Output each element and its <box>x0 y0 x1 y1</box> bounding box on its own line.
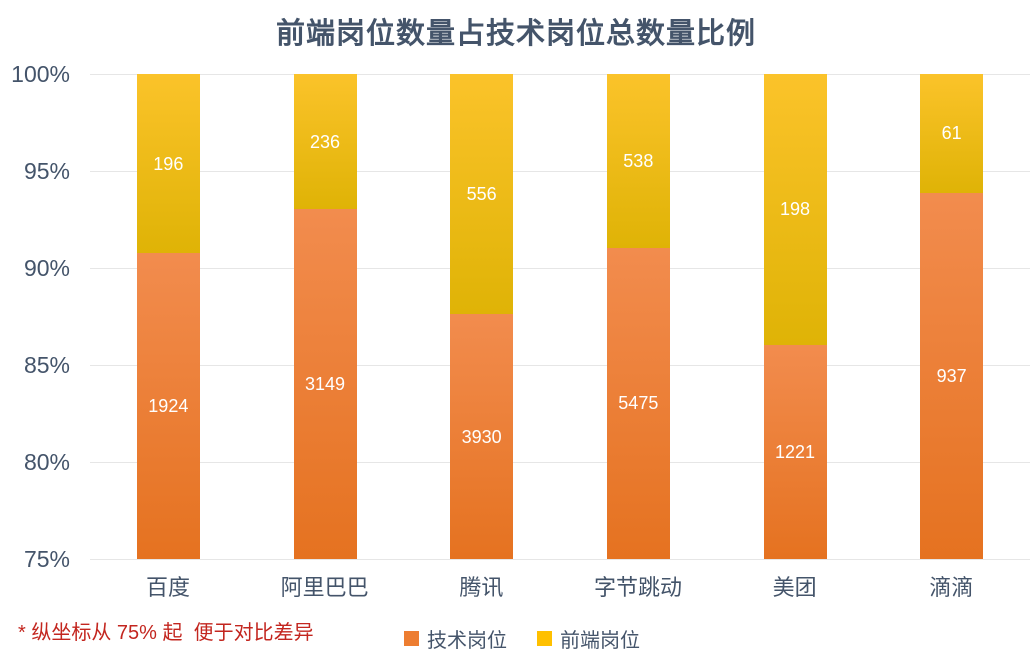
legend-color-swatch <box>537 631 552 646</box>
y-axis-label: 85% <box>23 352 70 378</box>
x-axis-label: 美团 <box>772 575 817 600</box>
legend-item: 技术岗位 <box>404 624 507 653</box>
legend-item: 前端岗位 <box>537 624 640 653</box>
legend: 技术岗位 前端岗位 <box>404 624 640 653</box>
value-label-tech: 3149 <box>304 374 346 395</box>
gridline <box>90 267 1030 269</box>
value-label-tech: 937 <box>936 365 967 386</box>
gridline <box>90 364 1030 366</box>
y-axis-label: 90% <box>23 255 70 281</box>
bar-segment-frontend: 198 <box>763 74 827 345</box>
bar-segment-tech: 937 <box>920 192 984 559</box>
value-label-frontend: 196 <box>153 153 184 174</box>
bar-segment-tech: 1924 <box>136 253 200 559</box>
y-axis-label: 80% <box>23 449 70 475</box>
bar-segment-frontend: 538 <box>606 74 670 248</box>
y-axis-label: 100% <box>11 61 70 87</box>
legend-label: 前端岗位 <box>560 630 640 652</box>
bar-group: 538 5475 <box>606 74 670 559</box>
y-axis-label: 95% <box>23 158 70 184</box>
bar-segment-tech: 3930 <box>450 314 514 559</box>
value-label-frontend: 556 <box>466 184 497 205</box>
gridline <box>90 558 1030 560</box>
x-axis-label: 字节跳动 <box>593 575 682 600</box>
x-axis-label: 滴滴 <box>929 575 974 600</box>
bar-group: 236 3149 <box>293 74 357 559</box>
bar-group: 198 1221 <box>763 74 827 559</box>
value-label-tech: 1924 <box>148 396 189 417</box>
value-label-frontend: 61 <box>941 123 962 144</box>
value-label-frontend: 236 <box>309 131 341 152</box>
gridline <box>90 170 1030 172</box>
plot-area: 196 1924 236 3149 556 3930 538 5475 198 1221 61 937 <box>90 73 1030 560</box>
legend-label: 技术岗位 <box>427 630 507 652</box>
x-axis-label: 腾讯 <box>459 575 504 600</box>
bar-group: 556 3930 <box>450 74 514 559</box>
bar-group: 61 937 <box>920 74 984 559</box>
value-label-tech: 5475 <box>618 393 659 414</box>
value-label-frontend: 538 <box>623 150 654 171</box>
bar-segment-frontend: 236 <box>293 74 357 210</box>
gridline <box>90 461 1030 463</box>
y-axis-label: 75% <box>23 546 70 572</box>
legend-color-swatch <box>404 631 419 646</box>
bar-segment-frontend: 61 <box>920 74 984 193</box>
bar-group: 196 1924 <box>136 74 200 559</box>
x-axis-label: 百度 <box>145 575 190 600</box>
bar-segment-frontend: 196 <box>136 74 200 254</box>
axis-note: * 纵坐标从 75% 起 便于对比差异 <box>18 622 314 644</box>
value-label-tech: 3930 <box>461 426 502 447</box>
bar-segment-frontend: 556 <box>450 74 514 315</box>
bar-segment-tech: 5475 <box>606 247 670 559</box>
chart-title: 前端岗位数量占技术岗位总数量比例 <box>275 18 756 50</box>
x-axis-label: 阿里巴巴 <box>280 575 369 600</box>
bar-segment-tech: 1221 <box>763 344 827 559</box>
value-label-tech: 1221 <box>774 441 816 462</box>
gridline <box>90 73 1030 75</box>
bar-segment-tech: 3149 <box>293 209 357 559</box>
value-label-frontend: 198 <box>779 199 811 220</box>
